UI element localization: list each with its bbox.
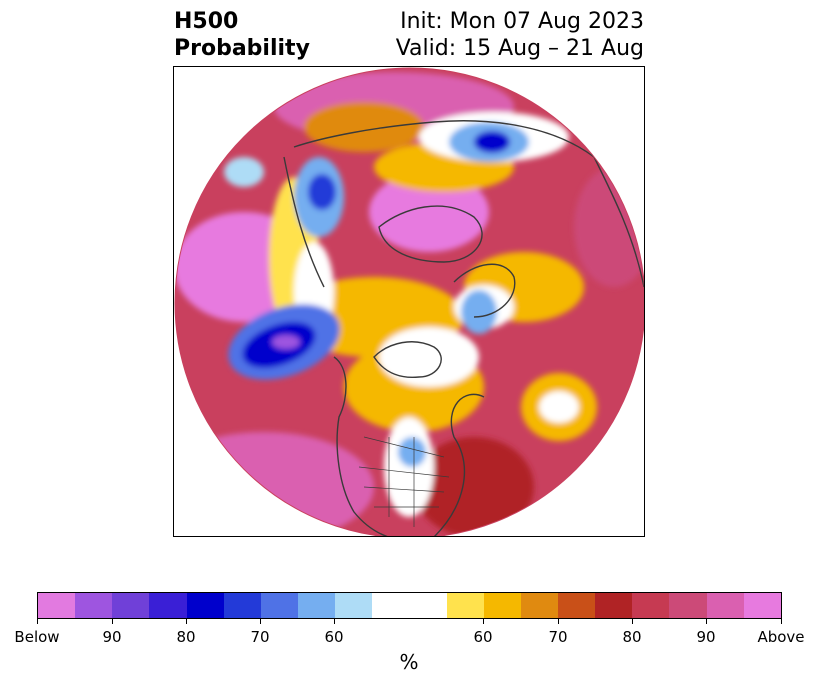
title-line-h500: H500 — [174, 9, 239, 34]
colorbar-tick-label: 90 — [102, 628, 122, 646]
below-anomaly-northwest-core — [308, 174, 336, 210]
map-disc-edge — [174, 67, 644, 536]
europe-coast — [593, 156, 644, 288]
colorbar-tick-mark — [483, 619, 484, 624]
colorbar-swatch — [297, 593, 336, 618]
asia-east-coast — [283, 156, 325, 288]
title-line-probability: Probability — [174, 36, 310, 61]
colorbar-swatch — [223, 593, 261, 618]
below-anomaly-us — [398, 437, 426, 467]
colorbar-swatch — [669, 593, 707, 618]
eurasia-north-coast — [293, 120, 595, 158]
hudson-bay — [373, 341, 442, 379]
neutral-area-center — [379, 327, 479, 387]
colorbar-tick-label: 70 — [548, 628, 568, 646]
colorbar-tick-mark — [632, 619, 633, 624]
colorbar-swatch — [260, 593, 298, 618]
below-anomaly-greenland — [461, 290, 497, 334]
colorbar-tick-mark — [186, 619, 187, 624]
colorbar-tick-mark — [260, 619, 261, 624]
colorbar-swatch — [75, 593, 113, 618]
colorbar-tick-label: 90 — [696, 628, 716, 646]
colorbar-tick-label: 60 — [324, 628, 344, 646]
colorbar-swatch — [372, 593, 447, 618]
colorbar-tick-label: Below — [14, 628, 60, 646]
colorbar-swatch — [149, 593, 187, 618]
colorbar-tick-mark — [334, 619, 335, 624]
north-america-east-coast — [433, 393, 485, 536]
valid-range: Valid: 15 Aug – 21 Aug — [395, 36, 644, 61]
colorbar-swatch — [186, 593, 224, 618]
map-panel — [173, 66, 645, 537]
colorbar-swatch — [520, 593, 558, 618]
colorbar-swatch — [743, 593, 781, 618]
above-anomaly-arctic — [369, 172, 489, 252]
colorbar-tick-label: 70 — [250, 628, 270, 646]
orange-band-north — [304, 102, 424, 152]
colorbar-swatch — [335, 593, 373, 618]
colorbar-swatch — [483, 593, 521, 618]
state-borders — [358, 436, 450, 527]
colorbar-tick-mark — [112, 619, 113, 624]
colorbar-tick-mark — [781, 619, 782, 624]
colorbar-swatch — [557, 593, 596, 618]
below-anomaly-siberia — [224, 157, 264, 187]
north-america-west-coast — [333, 356, 435, 536]
colorbar-tick-label: 80 — [176, 628, 196, 646]
colorbar-swatch — [632, 593, 670, 618]
below-anomaly-europe-core — [474, 131, 510, 153]
colorbar-swatch — [706, 593, 744, 618]
colorbar-unit-label: % — [399, 650, 419, 674]
neutral-area-south — [384, 417, 434, 517]
map-title-left: H500 Probability — [174, 8, 310, 62]
norway-coast — [598, 101, 635, 118]
colorbar-tick-mark — [558, 619, 559, 624]
colorbar-swatch — [38, 593, 76, 618]
arctic-islands — [378, 205, 483, 263]
colorbar-swatch — [446, 593, 484, 618]
init-date: Init: Mon 07 Aug 2023 — [400, 9, 644, 34]
colorbar-tick-label: 80 — [622, 628, 642, 646]
probability-map — [174, 67, 644, 536]
colorbar-tick-label: Above — [757, 628, 805, 646]
probability-colorbar — [37, 592, 782, 619]
colorbar-tick-mark — [37, 619, 38, 624]
colorbar-swatch — [112, 593, 150, 618]
below-anomaly-pacific-peak — [272, 335, 300, 349]
greenland-coast — [453, 263, 516, 318]
red-band-atlantic — [414, 437, 534, 536]
neutral-area-atlantic — [539, 391, 579, 423]
colorbar-tick-label: 60 — [473, 628, 493, 646]
coastlines — [283, 101, 644, 536]
colorbar-tick-mark — [706, 619, 707, 624]
colorbar-swatch — [595, 593, 633, 618]
map-title-right: Init: Mon 07 Aug 2023 Valid: 15 Aug – 21… — [396, 8, 644, 62]
